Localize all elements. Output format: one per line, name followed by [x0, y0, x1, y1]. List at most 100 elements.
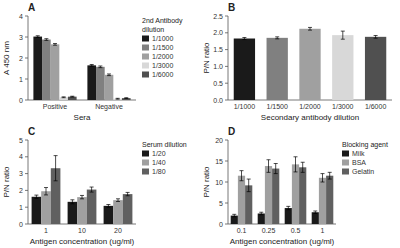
error-bar	[62, 96, 66, 98]
error-bar	[90, 65, 94, 67]
panel-title: B	[228, 2, 235, 13]
legend: Blocking agentMilkBSAGelatin	[342, 141, 388, 175]
error-bar	[98, 66, 102, 68]
bar	[299, 167, 306, 224]
y-tick	[225, 83, 228, 84]
error-bar	[90, 187, 94, 192]
error-bar	[106, 205, 110, 208]
bar	[42, 40, 51, 100]
error-bar	[240, 171, 244, 181]
plot-area	[234, 27, 387, 100]
legend-title: Blocking agent	[342, 141, 388, 149]
error-bar	[70, 96, 74, 98]
y-axis-line	[28, 16, 29, 100]
y-axis-line	[28, 140, 29, 224]
bar	[105, 75, 114, 100]
error-bar	[247, 179, 251, 192]
bar	[326, 176, 333, 224]
legend-label: 1/3000	[152, 62, 174, 69]
plot-area	[32, 156, 133, 224]
x-axis-label: Secondary antibody dilution	[261, 113, 359, 122]
bar	[77, 197, 87, 224]
chart-figure: A01234A 450 nmSeraPositiveNegative2nd An…	[0, 0, 400, 248]
bar	[68, 97, 77, 100]
y-tick	[25, 37, 28, 38]
y-axis-line	[228, 16, 229, 100]
y-tick-label: 4	[19, 13, 23, 20]
y-tick-label: 4	[19, 153, 23, 160]
x-tick-label: Positive	[43, 103, 68, 110]
legend-swatch	[142, 151, 149, 157]
plot-area	[33, 36, 130, 100]
y-tick	[225, 32, 228, 33]
y-tick	[225, 66, 228, 67]
x-tick-label: 1/3000	[332, 103, 354, 110]
error-bar	[80, 195, 84, 198]
error-bar	[54, 156, 58, 181]
y-axis-label: A 450 nm	[2, 41, 11, 75]
error-bar	[308, 27, 312, 30]
x-tick-label: 0.1	[237, 227, 247, 234]
legend-title: Serum dilution	[142, 141, 187, 148]
error-bar	[53, 44, 57, 46]
y-tick-label: 1	[19, 76, 23, 83]
y-tick	[25, 190, 28, 191]
bar	[299, 29, 320, 100]
bar	[68, 202, 78, 224]
y-tick-label: 10	[215, 179, 223, 186]
bar	[319, 178, 326, 224]
y-tick-label: 15	[215, 158, 223, 165]
y-axis-label: P/N ratio	[2, 166, 11, 198]
legend-title: 2nd Antibodydilution	[142, 17, 183, 33]
panel: B0.00.51.01.52.02.5P/N ratioSecondary an…	[202, 2, 392, 122]
y-tick-label: 2	[19, 187, 23, 194]
x-axis-label: Antigen concentration (ug/ml)	[230, 237, 335, 246]
legend-swatch	[142, 169, 149, 175]
error-bar	[242, 38, 246, 40]
x-tick-label: 10	[78, 227, 86, 234]
y-tick-label: 2	[19, 55, 23, 62]
error-bar	[232, 214, 236, 217]
legend-label: Milk	[352, 150, 365, 157]
panel: D05101520P/N ratioAntigen concentration …	[202, 126, 388, 246]
y-tick-label: 3	[19, 34, 23, 41]
plot-area	[231, 157, 334, 224]
legend-label: 1/80	[152, 168, 166, 175]
x-tick-label: 0.25	[262, 227, 276, 234]
error-bar	[267, 160, 271, 173]
legend-swatch	[142, 160, 149, 166]
legend-swatch	[142, 36, 149, 42]
legend-label: 1/1000	[152, 35, 174, 42]
y-tick	[225, 161, 228, 162]
legend-label: 1/20	[152, 150, 166, 157]
y-tick-label: 0.5	[213, 80, 223, 87]
y-tick	[225, 49, 228, 50]
error-bar	[107, 74, 111, 76]
y-tick-label: 1.0	[213, 63, 223, 70]
error-bar	[259, 212, 263, 215]
error-bar	[341, 31, 345, 39]
bar	[238, 176, 245, 224]
bar	[285, 208, 292, 224]
x-tick-label: 1/1000	[234, 103, 256, 110]
y-tick-label: 0	[19, 221, 23, 228]
error-bar	[274, 164, 278, 174]
bar	[96, 67, 105, 100]
error-bar	[328, 172, 332, 179]
error-bar	[313, 211, 317, 214]
legend-swatch	[142, 72, 149, 78]
bar	[32, 197, 42, 224]
bar	[59, 97, 68, 100]
bar	[332, 35, 353, 100]
x-tick-label: Negative	[95, 103, 123, 111]
legend-swatch	[142, 54, 149, 60]
error-bar	[116, 199, 120, 202]
y-tick	[225, 182, 228, 183]
y-tick-label: 5	[19, 137, 23, 144]
bar	[41, 191, 51, 224]
error-bar	[321, 174, 325, 182]
y-tick-label: 1	[19, 204, 23, 211]
legend-label: 1/40	[152, 159, 166, 166]
x-axis-label: Sera	[74, 113, 91, 122]
bar	[113, 99, 122, 100]
